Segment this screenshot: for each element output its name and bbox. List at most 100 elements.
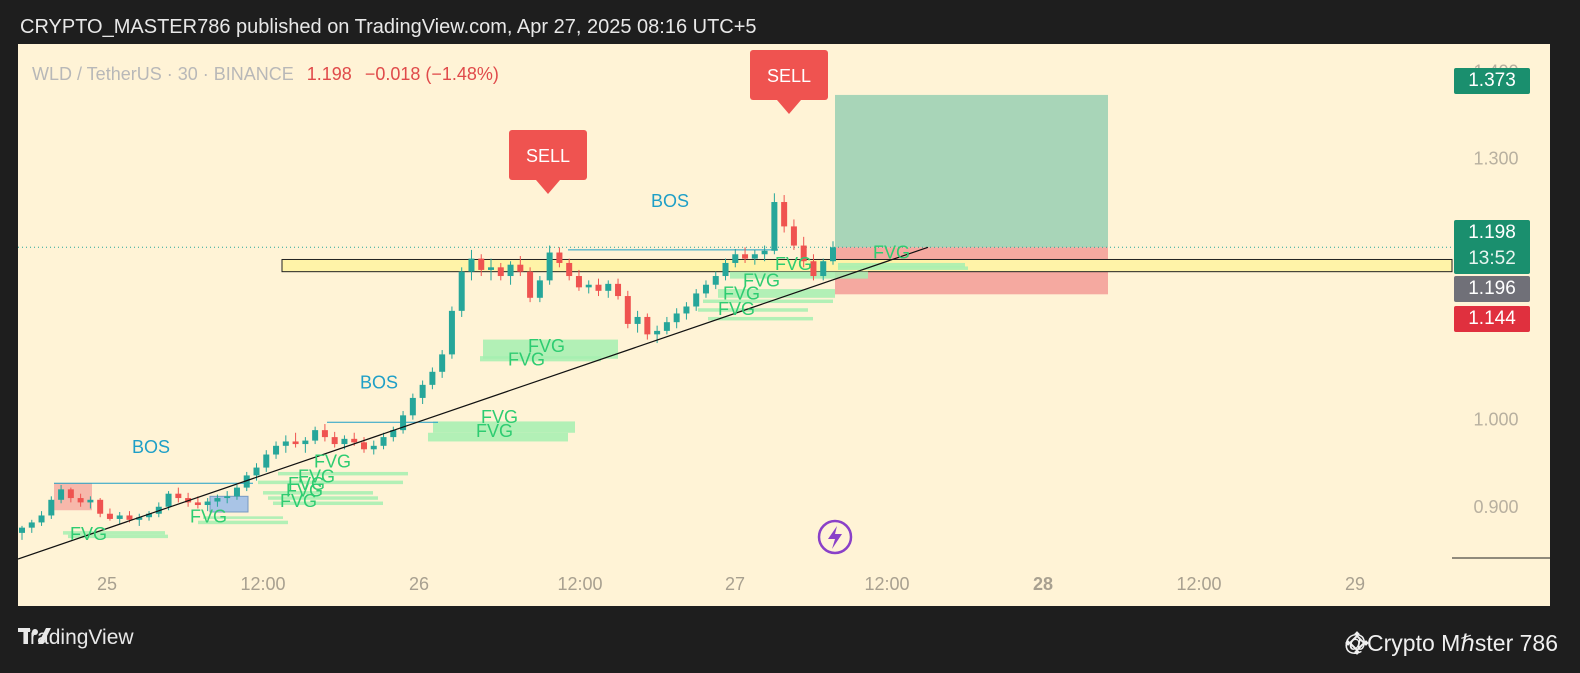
fvg-label-9: FVG	[508, 350, 545, 370]
candle-body-7	[87, 499, 94, 503]
fvg-label-0: FVG	[70, 524, 107, 544]
candle-body-48	[488, 267, 495, 270]
candle-body-45	[458, 271, 465, 311]
candle-body-18	[194, 502, 201, 506]
sell-signal-1-box	[509, 130, 587, 180]
current-price-value: 1.198	[1468, 222, 1516, 243]
candle-body-6	[77, 498, 84, 503]
candle-body-66	[663, 322, 670, 331]
candle-body-40	[409, 397, 416, 416]
fvg-box-1	[68, 534, 168, 539]
fvg-box-12	[480, 356, 601, 362]
candle-body-3	[48, 499, 55, 516]
fvg-box-16	[718, 289, 835, 298]
y-tick-2: 1.000	[1473, 410, 1518, 430]
bos-label-1: BOS	[132, 437, 170, 457]
fvg-label-4: FVG	[288, 474, 325, 494]
current-price-tag: 1.198 13:52	[1454, 220, 1530, 274]
candle-body-37	[380, 437, 387, 446]
candle-body-70	[702, 284, 709, 294]
candle-body-39	[400, 415, 407, 431]
candle-body-75	[751, 254, 758, 259]
fvg-label-13: FVG	[743, 270, 780, 290]
candle-body-77	[771, 202, 778, 251]
y-tick-1: 1.300	[1473, 148, 1518, 168]
fvg-box-6	[263, 491, 373, 495]
fvg-label-5: FVG	[298, 466, 335, 486]
candle-body-44	[448, 310, 455, 355]
candlestick-chart[interactable]: FVGFVGFVGFVGFVGFVGFVGFVGFVGFVGFVGFVGFVGF…	[18, 44, 1550, 606]
symbol-legend: WLD / TetherUS · 30 · BINANCE 1.198 −0.0…	[32, 64, 499, 85]
candle-body-57	[575, 276, 582, 288]
candle-body-23	[243, 475, 250, 488]
candle-body-15	[165, 493, 172, 507]
candle-body-20	[214, 498, 221, 502]
fvg-box-14	[698, 308, 808, 312]
candle-body-67	[673, 313, 680, 323]
candle-body-35	[360, 442, 367, 450]
candle-body-62	[624, 296, 631, 324]
fvg-box-13	[708, 316, 813, 321]
candle-body-0	[19, 527, 25, 533]
legend-price: 1.198	[306, 64, 352, 84]
countdown-value: 13:52	[1468, 248, 1516, 269]
candle-body-31	[321, 430, 328, 438]
tradingview-logo[interactable]: TradingView	[18, 626, 134, 650]
candle-body-1	[28, 522, 35, 528]
candle-body-33	[341, 438, 348, 445]
candle-body-41	[419, 384, 426, 398]
stop-price-tag: 1.144	[1454, 306, 1530, 332]
x-tick-5: 12:00	[864, 574, 909, 594]
candle-body-27	[282, 441, 289, 446]
fvg-box-17	[730, 271, 868, 279]
candle-body-81	[810, 261, 817, 277]
candle-body-38	[390, 430, 397, 438]
fvg-box-18	[838, 262, 965, 268]
candle-body-30	[312, 430, 319, 441]
candle-body-68	[683, 306, 690, 314]
chart-area[interactable]: FVG FVG FVG FVG FVG FVG FVG FVG FVG FVG FVG FVG FVG F…	[18, 44, 1550, 606]
x-tick-8: 29	[1345, 574, 1365, 594]
candle-body-55	[556, 252, 563, 263]
candle-body-50	[507, 264, 514, 277]
candle-body-2	[38, 515, 45, 523]
fvg-label-10: FVG	[528, 336, 565, 356]
candle-body-71	[712, 276, 719, 285]
candle-body-83	[830, 247, 836, 262]
author-name: @Crypto Mℏster 786	[1343, 630, 1558, 656]
lightning-icon-ring	[817, 519, 853, 555]
target-zone	[835, 94, 1108, 248]
sell-signal-1-label: SELL	[526, 146, 570, 166]
candle-body-25	[263, 454, 270, 468]
fvg-label-2: FVG	[280, 491, 317, 511]
fvg-label-7: FVG	[476, 421, 513, 441]
fvg-box-10	[433, 421, 575, 433]
target-price-tag: 1.373	[1454, 68, 1530, 94]
candle-body-42	[429, 371, 436, 385]
candle-body-72	[722, 262, 729, 277]
fvg-label-11: FVG	[718, 299, 755, 319]
fvg-label-6: FVG	[314, 452, 351, 472]
candle-body-19	[204, 501, 211, 506]
candle-body-36	[370, 445, 377, 450]
candle-body-82	[820, 261, 827, 277]
symbol-label: WLD / TetherUS · 30 · BINANCE	[32, 64, 294, 84]
author-watermark: @Crypto Mℏster 786	[1344, 630, 1558, 657]
candle-body-11	[126, 515, 133, 520]
candle-body-12	[136, 517, 143, 520]
candle-body-54	[546, 252, 553, 281]
fvg-box-9	[428, 432, 568, 442]
fvg-label-3: FVG	[286, 480, 323, 500]
candle-body-28	[292, 441, 299, 445]
candle-body-73	[732, 254, 739, 263]
candle-body-34	[351, 438, 358, 443]
candle-body-46	[468, 258, 475, 272]
candle-body-59	[595, 284, 602, 291]
gray-price-tag: 1.196	[1454, 276, 1530, 302]
fvg-box-7	[258, 480, 403, 485]
candle-body-52	[527, 271, 534, 298]
y-tick-3: 0.900	[1473, 497, 1518, 517]
x-tick-4: 27	[725, 574, 745, 594]
candle-body-26	[273, 445, 280, 455]
candle-body-63	[634, 316, 641, 324]
